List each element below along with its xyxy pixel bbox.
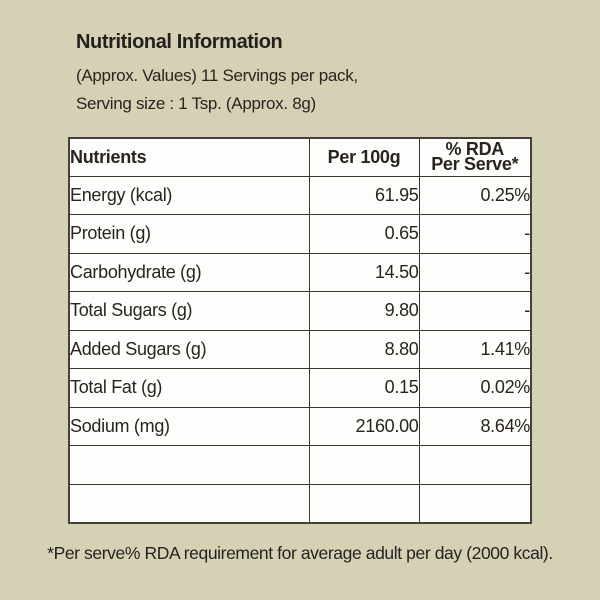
rda-value: 8.64% (418, 406, 532, 446)
nutrient-name: Added Sugars (g) (68, 329, 310, 369)
table-row-empty (68, 445, 532, 485)
nutrition-table: Nutrients Per 100g % RDA Per Serve* Energ… (68, 137, 532, 524)
column-header-rda-per-serve: % RDA Per Serve* (418, 137, 532, 177)
rda-footnote: *Per serve% RDA requirement for average … (47, 543, 553, 563)
table-row-empty (68, 483, 532, 523)
per-100g-value: 2160.00 (308, 406, 420, 446)
rda-value (418, 445, 532, 485)
nutrient-name: Protein (g) (68, 214, 310, 254)
nutrient-name: Total Sugars (g) (68, 291, 310, 331)
rda-value (418, 483, 532, 523)
per-100g-value (308, 483, 420, 523)
rda-value: - (418, 214, 532, 254)
per-100g-value: 0.15 (308, 368, 420, 408)
table-row-protein: Protein (g) 0.65 - (68, 214, 532, 254)
nutrient-name: Sodium (mg) (68, 406, 310, 446)
table-row-carbohydrate: Carbohydrate (g) 14.50 - (68, 252, 532, 292)
column-header-per-100g: Per 100g (308, 137, 420, 177)
nutrient-name: Energy (kcal) (68, 175, 310, 215)
table-row-energy: Energy (kcal) 61.95 0.25% (68, 175, 532, 215)
rda-header-line1: % RDA (445, 139, 504, 160)
rda-header-line2: Per Serve* (431, 154, 519, 175)
nutrient-name (68, 483, 310, 523)
rda-value: 0.25% (418, 175, 532, 215)
per-100g-value (308, 445, 420, 485)
table-header-row: Nutrients Per 100g % RDA Per Serve* (68, 137, 532, 177)
rda-value: - (418, 252, 532, 292)
table-row-added-sugars: Added Sugars (g) 8.80 1.41% (68, 329, 532, 369)
per-100g-value: 14.50 (308, 252, 420, 292)
page-title: Nutritional Information (76, 31, 283, 53)
nutrient-name (68, 445, 310, 485)
table-row-sodium: Sodium (mg) 2160.00 8.64% (68, 406, 532, 446)
per-100g-value: 61.95 (308, 175, 420, 215)
rda-value: 1.41% (418, 329, 532, 369)
table-row-total-fat: Total Fat (g) 0.15 0.02% (68, 368, 532, 408)
rda-value: - (418, 291, 532, 331)
per-100g-value: 0.65 (308, 214, 420, 254)
servings-per-pack-line: (Approx. Values) 11 Servings per pack, (76, 66, 358, 85)
nutrient-name: Total Fat (g) (68, 368, 310, 408)
table-row-total-sugars: Total Sugars (g) 9.80 - (68, 291, 532, 331)
per-100g-value: 8.80 (308, 329, 420, 369)
rda-value: 0.02% (418, 368, 532, 408)
nutrient-name: Carbohydrate (g) (68, 252, 310, 292)
label-header: Nutritional Information (Approx. Values)… (76, 31, 358, 118)
column-header-nutrients: Nutrients (68, 137, 310, 177)
serving-size-line: Serving size : 1 Tsp. (Approx. 8g) (76, 94, 316, 113)
per-100g-value: 9.80 (308, 291, 420, 331)
